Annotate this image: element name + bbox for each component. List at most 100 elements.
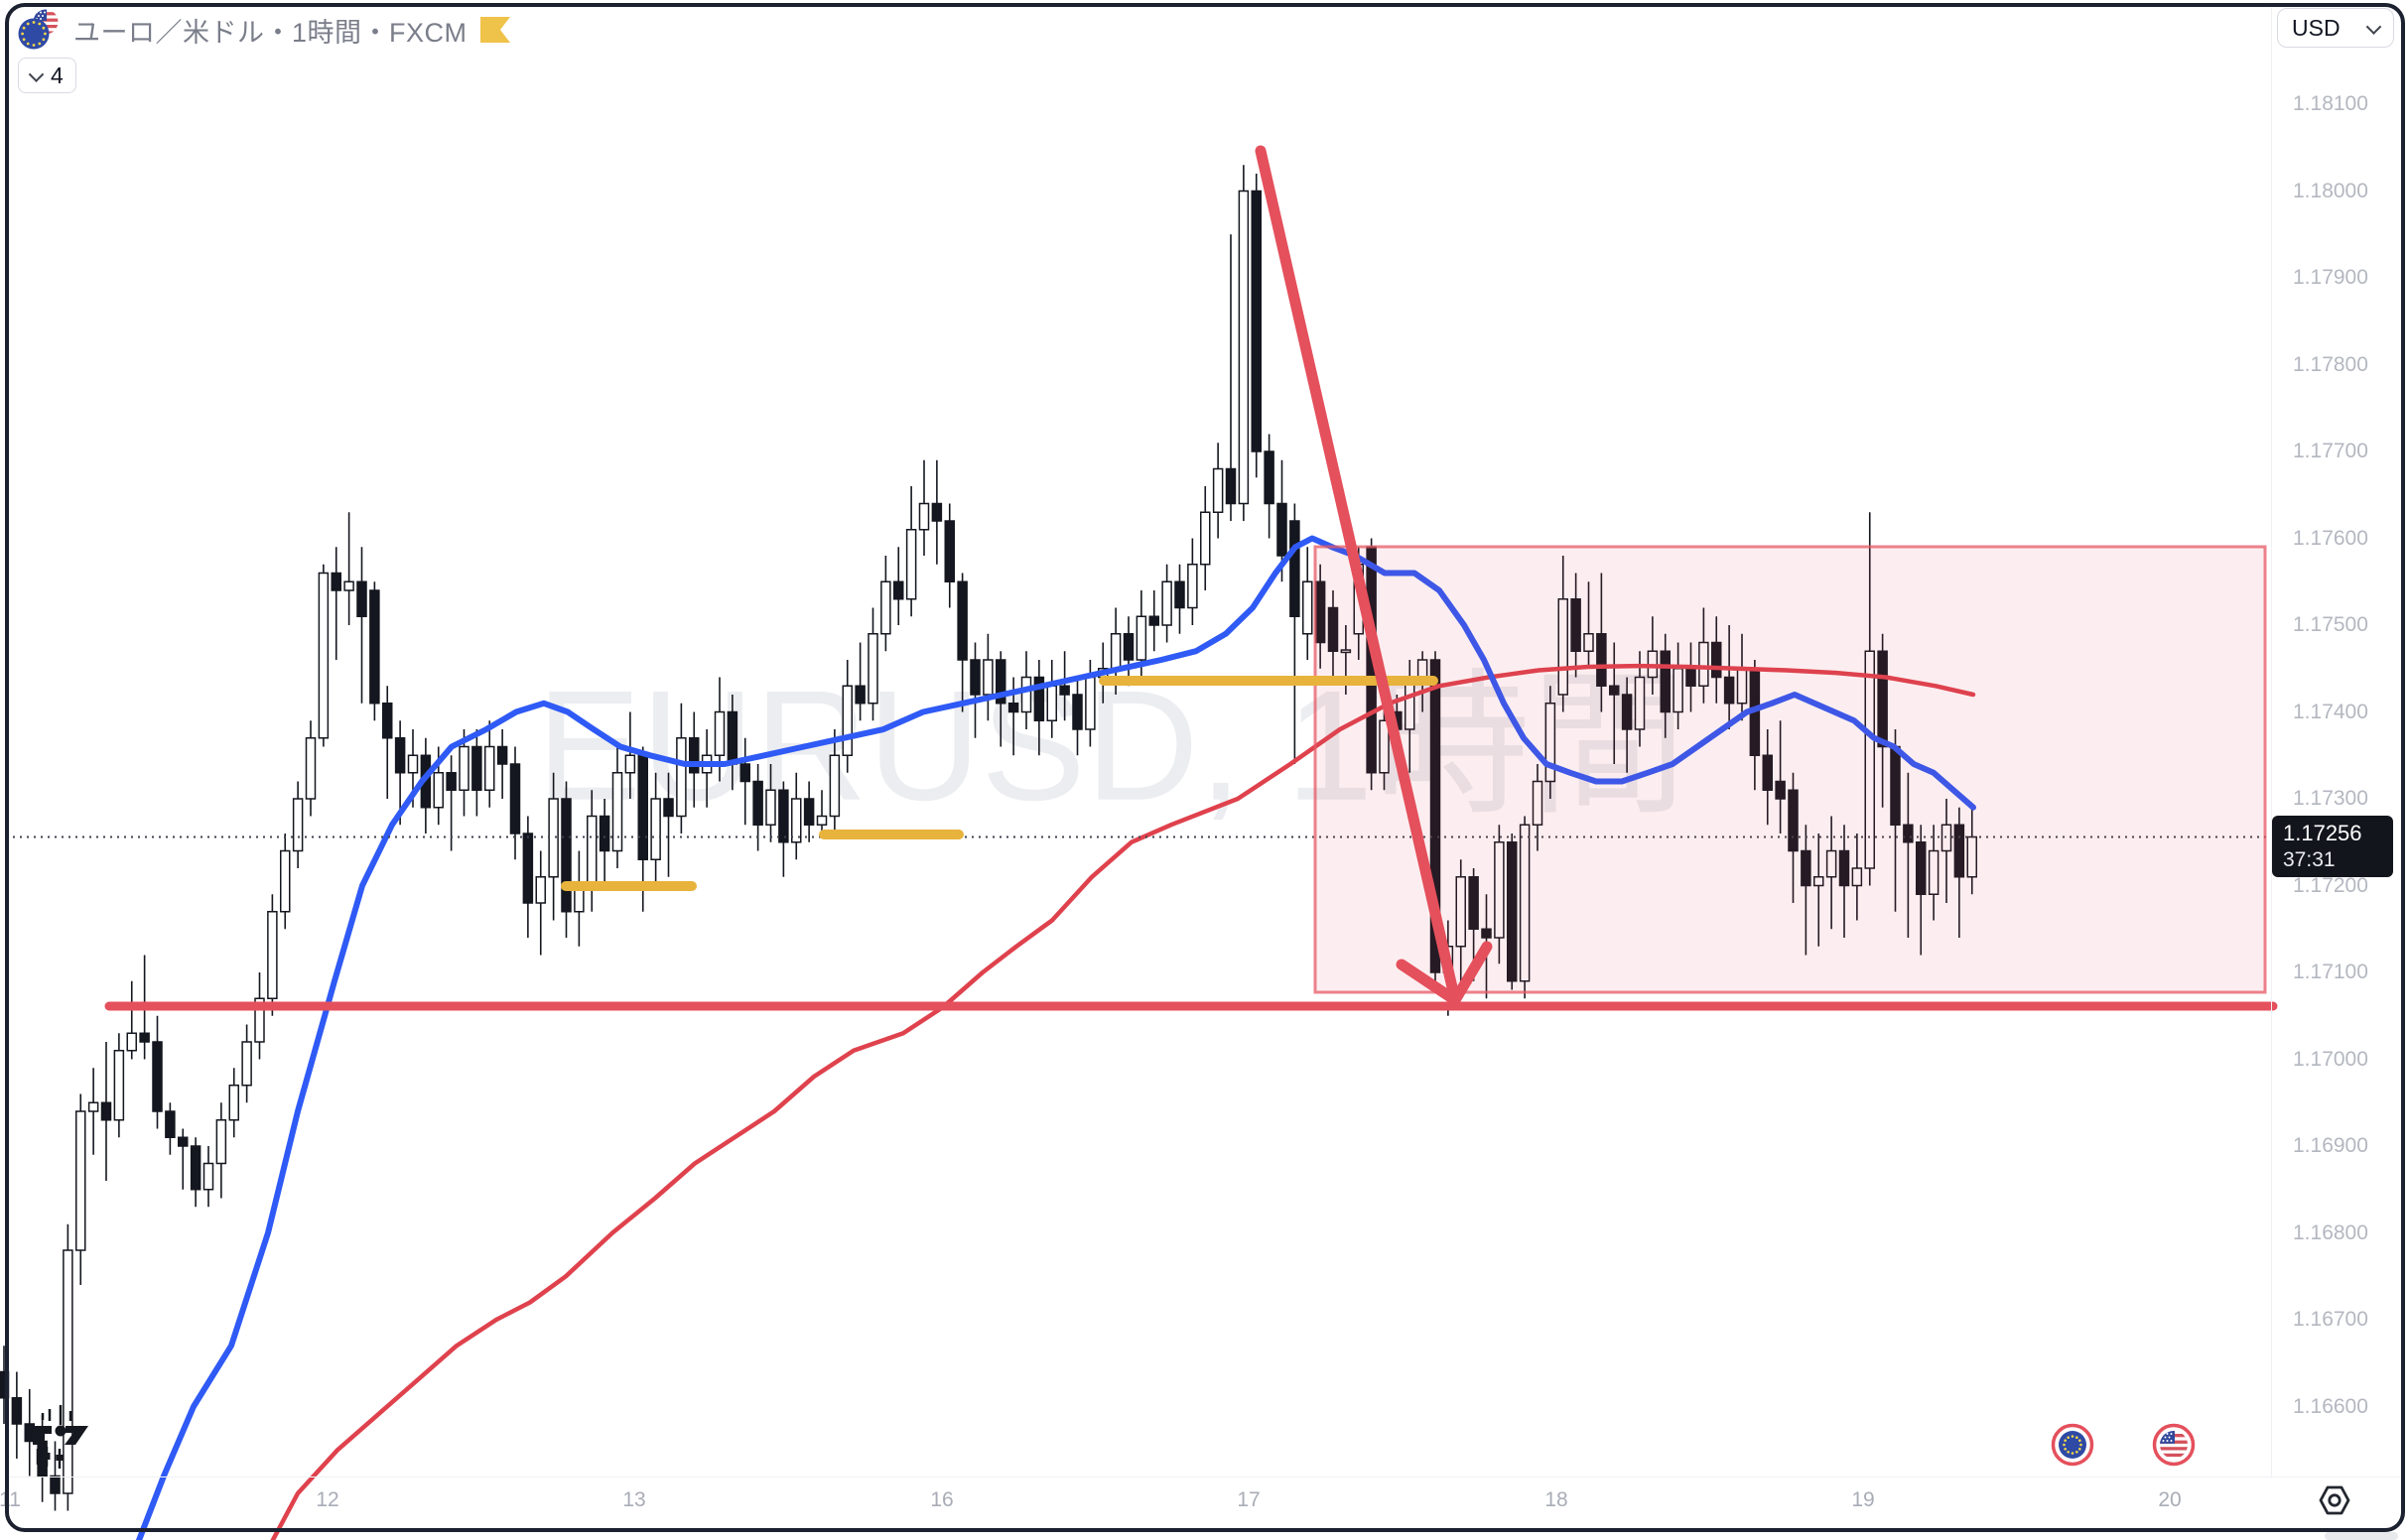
candle	[650, 772, 661, 886]
candle	[484, 720, 495, 808]
candle	[1596, 573, 1607, 712]
candle	[931, 459, 943, 565]
candle	[215, 1102, 227, 1199]
indicator-count: 4	[51, 62, 64, 88]
zone-rectangle[interactable]	[1313, 545, 2267, 994]
price-axis-label: 1.17900	[2293, 266, 2368, 289]
tradingview-logo[interactable]	[30, 1405, 95, 1471]
price-axis-label: 1.16700	[2293, 1308, 2368, 1331]
candle	[855, 642, 866, 721]
candle	[1123, 616, 1135, 687]
candle	[1494, 825, 1505, 964]
candle	[574, 850, 585, 947]
settings-gear-icon[interactable]	[2317, 1482, 2352, 1518]
time-axis-label: 17	[1237, 1488, 1261, 1511]
candle	[1544, 686, 1556, 799]
time-axis-label: 13	[622, 1488, 646, 1511]
candle	[1825, 816, 1837, 930]
candle	[305, 720, 317, 817]
price-axis-label: 1.17600	[2293, 526, 2368, 550]
currency-selector[interactable]: USD	[2277, 8, 2394, 48]
candle	[241, 1024, 252, 1103]
eu-flag-icon[interactable]	[2051, 1423, 2094, 1467]
candle	[983, 633, 994, 721]
time-axis-label: 16	[930, 1488, 954, 1511]
currency-label: USD	[2292, 14, 2341, 41]
candle	[331, 547, 341, 660]
price-axis-label: 1.17200	[2293, 873, 2368, 897]
candle	[803, 781, 815, 842]
candle	[970, 642, 981, 738]
candle	[178, 1128, 189, 1190]
price-axis-label: 1.16800	[2293, 1220, 2368, 1244]
trend-arrow[interactable]	[1255, 145, 1493, 1006]
candle	[880, 556, 891, 652]
candle	[944, 503, 955, 608]
candle	[1532, 764, 1543, 851]
price-axis-label: 1.17800	[2293, 352, 2368, 376]
candle	[868, 607, 878, 721]
price-axis-label: 1.17400	[2293, 700, 2368, 723]
candles-series	[0, 165, 1977, 1511]
yellow-flag-icon[interactable]	[479, 15, 511, 45]
candle	[765, 764, 776, 842]
candle	[791, 772, 802, 860]
candle	[1660, 633, 1671, 738]
price-axis-label: 1.16900	[2293, 1134, 2368, 1157]
candle	[996, 651, 1006, 747]
candle	[1928, 825, 1940, 921]
symbol-title[interactable]: ユーロ／米ドル・1時間・FXCM	[73, 17, 468, 48]
candle	[829, 729, 841, 834]
candle	[1621, 677, 1633, 773]
price-axis-label: 1.17500	[2293, 613, 2368, 636]
price-axis-label: 1.17000	[2293, 1047, 2368, 1071]
candle	[11, 1371, 23, 1459]
candle	[280, 834, 291, 930]
chart-legend[interactable]: ユーロ／米ドル・1時間・FXCM	[16, 8, 511, 52]
candle	[1187, 538, 1198, 625]
candle	[1698, 607, 1709, 704]
candle	[689, 711, 700, 808]
candle	[905, 486, 917, 617]
candle	[1762, 729, 1773, 826]
candle	[87, 1068, 99, 1155]
candle	[509, 746, 521, 860]
candle	[1507, 834, 1518, 990]
badge-countdown: 37:31	[2283, 847, 2336, 871]
candle	[611, 746, 623, 868]
candle	[446, 755, 457, 851]
candle	[50, 1441, 61, 1511]
candle	[1813, 834, 1824, 947]
candle	[100, 1042, 112, 1181]
fast-ma-line	[135, 535, 1976, 1540]
candle	[394, 720, 406, 826]
candle	[1838, 825, 1850, 938]
candle	[1851, 834, 1863, 921]
us-flag-icon[interactable]	[2152, 1423, 2196, 1467]
candle	[343, 512, 354, 625]
candle	[202, 1146, 214, 1208]
candle	[382, 686, 393, 799]
candle	[1059, 651, 1070, 721]
candle	[1570, 573, 1581, 678]
candle	[893, 547, 904, 625]
indicator-group-toggle[interactable]: 4	[18, 58, 76, 93]
candle	[1877, 633, 1888, 808]
price-axis-separator	[2271, 4, 2272, 1476]
price-axis-label: 1.16600	[2293, 1394, 2368, 1418]
candle	[254, 972, 265, 1060]
candle	[778, 781, 789, 877]
candle	[1864, 512, 1875, 886]
price-axis-label: 1.18100	[2293, 92, 2368, 115]
candle	[292, 781, 304, 868]
price-axis-label: 1.18000	[2293, 179, 2368, 202]
candle	[676, 703, 687, 834]
time-axis-label: 11	[0, 1488, 21, 1511]
candle	[356, 547, 367, 704]
candle	[113, 1033, 125, 1138]
candle	[496, 729, 508, 799]
candle	[1225, 234, 1237, 521]
calendar-markers	[2051, 1423, 2196, 1467]
candle	[1711, 616, 1722, 704]
